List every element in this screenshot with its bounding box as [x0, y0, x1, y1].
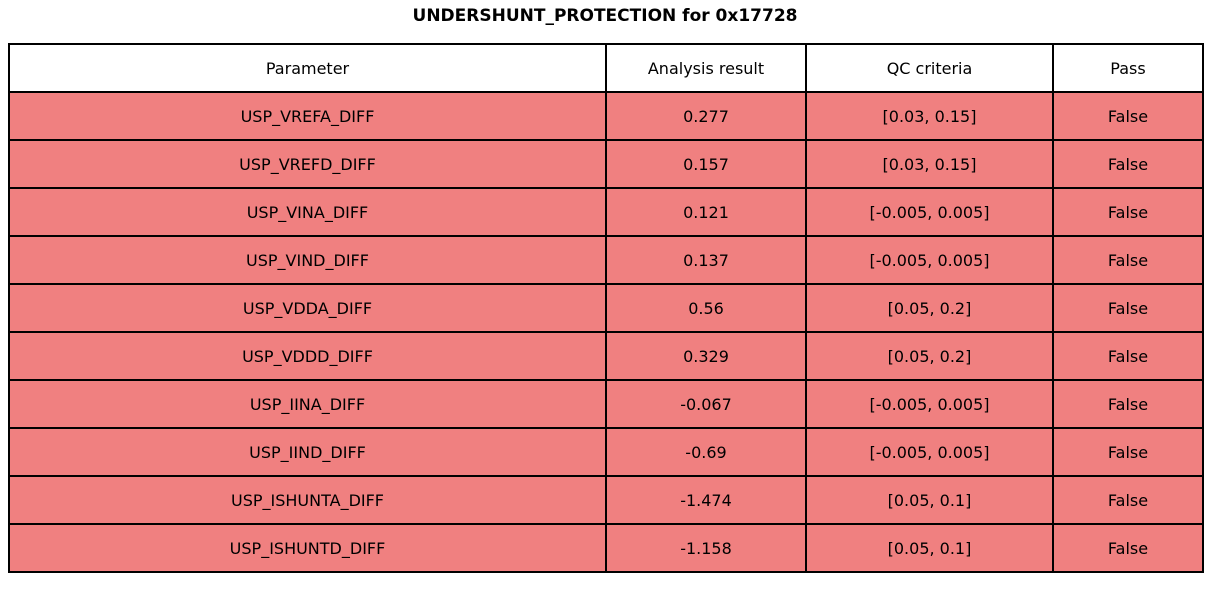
- analysis-result-cell: 0.329: [605, 331, 807, 381]
- table-row: USP_IINA_DIFF -0.067 [-0.005, 0.005] False: [8, 379, 1204, 429]
- pass-cell: False: [1052, 475, 1204, 525]
- analysis-result-cell: 0.157: [605, 139, 807, 189]
- qc-criteria-cell: [0.03, 0.15]: [805, 91, 1054, 141]
- analysis-result-cell: -0.067: [605, 379, 807, 429]
- analysis-result-cell: 0.277: [605, 91, 807, 141]
- column-header-qc-criteria: QC criteria: [805, 43, 1054, 93]
- qc-criteria-cell: [-0.005, 0.005]: [805, 427, 1054, 477]
- parameter-cell: USP_VREFA_DIFF: [8, 91, 607, 141]
- qc-criteria-cell: [0.05, 0.2]: [805, 331, 1054, 381]
- header-row: Parameter Analysis result QC criteria Pa…: [8, 43, 1204, 93]
- column-header-pass: Pass: [1052, 43, 1204, 93]
- parameter-cell: USP_VINA_DIFF: [8, 187, 607, 237]
- pass-cell: False: [1052, 139, 1204, 189]
- table-row: USP_VDDD_DIFF 0.329 [0.05, 0.2] False: [8, 331, 1204, 381]
- table-row: USP_IIND_DIFF -0.69 [-0.005, 0.005] False: [8, 427, 1204, 477]
- table-row: USP_VINA_DIFF 0.121 [-0.005, 0.005] False: [8, 187, 1204, 237]
- analysis-result-cell: 0.137: [605, 235, 807, 285]
- qc-results-table: Parameter Analysis result QC criteria Pa…: [8, 43, 1204, 573]
- table-header: Parameter Analysis result QC criteria Pa…: [8, 43, 1204, 93]
- pass-cell: False: [1052, 427, 1204, 477]
- qc-criteria-cell: [0.05, 0.1]: [805, 523, 1054, 573]
- qc-criteria-cell: [0.05, 0.1]: [805, 475, 1054, 525]
- parameter-cell: USP_ISHUNTA_DIFF: [8, 475, 607, 525]
- pass-cell: False: [1052, 187, 1204, 237]
- analysis-result-cell: -0.69: [605, 427, 807, 477]
- parameter-cell: USP_VDDD_DIFF: [8, 331, 607, 381]
- parameter-cell: USP_VDDA_DIFF: [8, 283, 607, 333]
- qc-criteria-cell: [-0.005, 0.005]: [805, 235, 1054, 285]
- pass-cell: False: [1052, 283, 1204, 333]
- pass-cell: False: [1052, 91, 1204, 141]
- column-header-analysis-result: Analysis result: [605, 43, 807, 93]
- table-row: USP_VIND_DIFF 0.137 [-0.005, 0.005] False: [8, 235, 1204, 285]
- column-header-parameter: Parameter: [8, 43, 607, 93]
- analysis-result-cell: -1.158: [605, 523, 807, 573]
- table-row: USP_VREFA_DIFF 0.277 [0.03, 0.15] False: [8, 91, 1204, 141]
- table-row: USP_ISHUNTD_DIFF -1.158 [0.05, 0.1] False: [8, 523, 1204, 573]
- analysis-result-cell: 0.56: [605, 283, 807, 333]
- qc-criteria-cell: [0.05, 0.2]: [805, 283, 1054, 333]
- pass-cell: False: [1052, 523, 1204, 573]
- table-row: USP_VREFD_DIFF 0.157 [0.03, 0.15] False: [8, 139, 1204, 189]
- analysis-result-cell: -1.474: [605, 475, 807, 525]
- parameter-cell: USP_IINA_DIFF: [8, 379, 607, 429]
- qc-criteria-cell: [-0.005, 0.005]: [805, 379, 1054, 429]
- analysis-result-cell: 0.121: [605, 187, 807, 237]
- qc-criteria-cell: [-0.005, 0.005]: [805, 187, 1054, 237]
- table-row: USP_ISHUNTA_DIFF -1.474 [0.05, 0.1] False: [8, 475, 1204, 525]
- parameter-cell: USP_ISHUNTD_DIFF: [8, 523, 607, 573]
- pass-cell: False: [1052, 331, 1204, 381]
- page-title: UNDERSHUNT_PROTECTION for 0x17728: [412, 6, 798, 26]
- pass-cell: False: [1052, 379, 1204, 429]
- parameter-cell: USP_VREFD_DIFF: [8, 139, 607, 189]
- pass-cell: False: [1052, 235, 1204, 285]
- table-row: USP_VDDA_DIFF 0.56 [0.05, 0.2] False: [8, 283, 1204, 333]
- parameter-cell: USP_VIND_DIFF: [8, 235, 607, 285]
- qc-criteria-cell: [0.03, 0.15]: [805, 139, 1054, 189]
- parameter-cell: USP_IIND_DIFF: [8, 427, 607, 477]
- table-body: USP_VREFA_DIFF 0.277 [0.03, 0.15] False USP_…: [8, 91, 1204, 573]
